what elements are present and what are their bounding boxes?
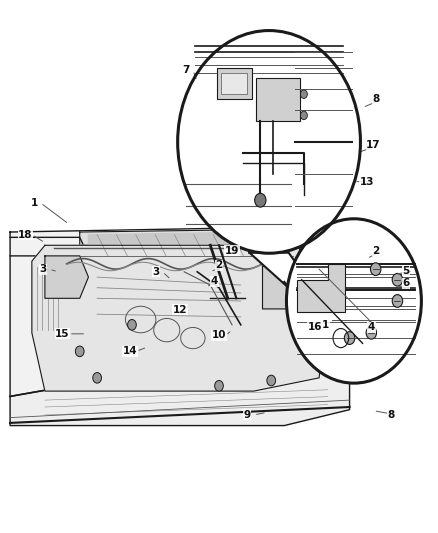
Text: 6: 6 (403, 278, 410, 288)
Text: 8: 8 (387, 410, 395, 420)
Polygon shape (10, 227, 350, 397)
Text: 1: 1 (30, 198, 38, 208)
Polygon shape (45, 256, 88, 298)
Polygon shape (250, 253, 319, 296)
Polygon shape (256, 78, 300, 120)
Text: 1: 1 (322, 320, 329, 330)
Text: 3: 3 (152, 267, 159, 277)
Text: 12: 12 (173, 305, 187, 315)
Circle shape (366, 326, 377, 339)
Circle shape (215, 381, 223, 391)
Text: 10: 10 (212, 330, 226, 341)
Text: 8: 8 (372, 94, 379, 104)
Text: 14: 14 (123, 346, 137, 357)
Circle shape (344, 332, 355, 344)
Polygon shape (262, 266, 306, 309)
Circle shape (177, 29, 361, 254)
Polygon shape (32, 245, 328, 391)
Polygon shape (221, 73, 247, 94)
Circle shape (392, 273, 403, 286)
Circle shape (300, 111, 307, 119)
Text: 16: 16 (307, 322, 322, 333)
Text: 9: 9 (244, 410, 251, 420)
Text: 17: 17 (366, 140, 381, 150)
Polygon shape (10, 338, 350, 425)
Text: 18: 18 (18, 230, 32, 240)
Circle shape (392, 295, 403, 308)
Polygon shape (88, 232, 284, 256)
Polygon shape (80, 229, 306, 253)
Circle shape (286, 217, 422, 384)
Text: 15: 15 (55, 329, 70, 339)
Text: 2: 2 (215, 261, 223, 270)
Text: 3: 3 (39, 264, 46, 274)
Text: 4: 4 (211, 276, 218, 286)
Circle shape (300, 90, 307, 99)
Circle shape (75, 346, 84, 357)
Text: 7: 7 (183, 66, 190, 75)
Circle shape (127, 319, 136, 330)
Circle shape (302, 346, 311, 357)
Circle shape (254, 193, 266, 207)
Text: 5: 5 (403, 266, 410, 276)
Circle shape (371, 263, 381, 276)
Polygon shape (217, 68, 252, 100)
Circle shape (267, 375, 276, 386)
Text: 2: 2 (372, 246, 379, 256)
Text: 13: 13 (360, 176, 374, 187)
Text: 4: 4 (367, 322, 375, 333)
Text: 19: 19 (225, 246, 239, 256)
Polygon shape (297, 264, 345, 312)
Circle shape (93, 373, 102, 383)
